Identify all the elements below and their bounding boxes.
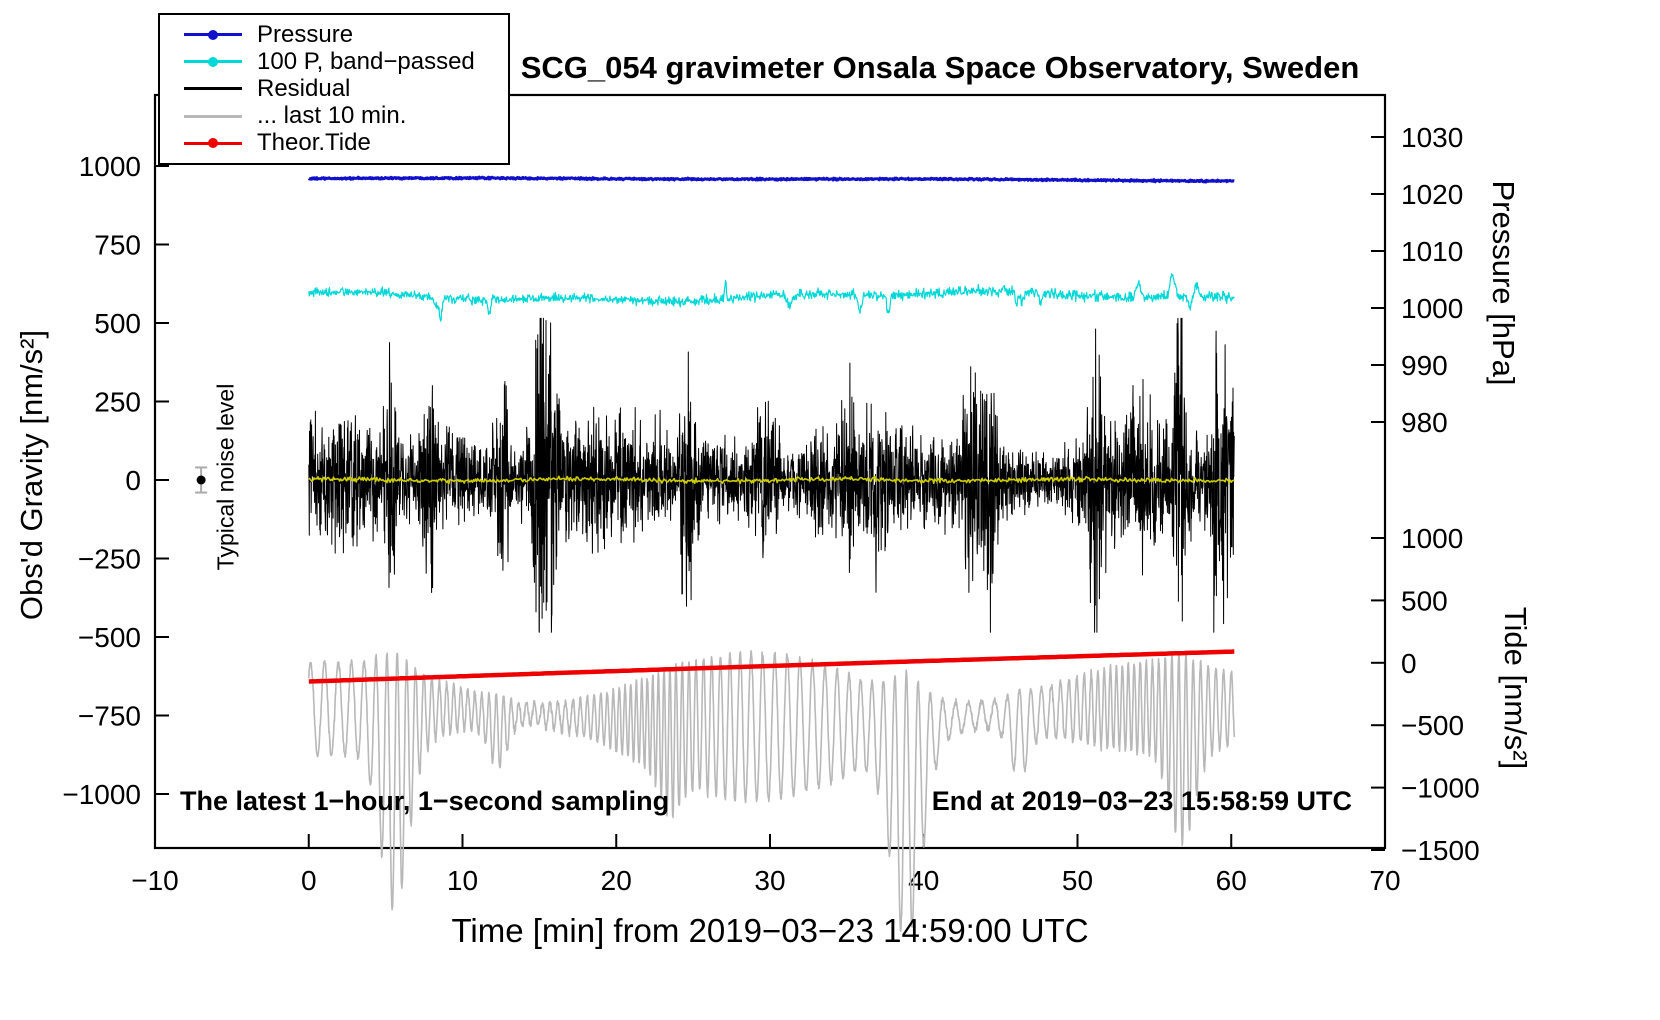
tide-tick-label: −1500	[1401, 835, 1480, 866]
x-tick-label: 10	[447, 865, 478, 896]
chart-title: SCG_054 gravimeter Onsala Space Observat…	[520, 50, 1360, 85]
legend-item: 100 P, band−passed	[184, 47, 508, 75]
pressure-tick-label: 980	[1401, 407, 1448, 438]
series-pressure-band-passed	[308, 273, 1235, 322]
x-tick-label: 0	[301, 865, 317, 896]
pressure-tick-label: 1020	[1401, 179, 1463, 210]
series-residual	[308, 317, 1235, 633]
legend-line-sample-icon	[184, 114, 242, 118]
x-tick-label: 50	[1062, 865, 1093, 896]
tide-tick-label: 500	[1401, 585, 1448, 616]
legend-label: 100 P, band−passed	[257, 47, 475, 75]
series-pressure	[307, 175, 1236, 184]
legend: Pressure 100 P, band−passed Residual... la…	[158, 13, 510, 165]
gravity-tick-label: 1000	[79, 151, 141, 182]
legend-label: Theor.Tide	[257, 129, 371, 157]
gravity-tick-label: 750	[94, 230, 141, 261]
gravity-tick-label: 250	[94, 387, 141, 418]
legend-item: Pressure	[184, 20, 508, 48]
y-axis-label-gravity: Obs'd Gravity [nm/s²]	[14, 329, 49, 621]
legend-item: Theor.Tide	[184, 129, 508, 157]
x-tick-label: 20	[601, 865, 632, 896]
tide-tick-label: 1000	[1401, 523, 1463, 554]
tide-tick-label: 0	[1401, 648, 1417, 679]
legend-label: Residual	[257, 74, 351, 102]
x-tick-label: −10	[131, 865, 179, 896]
legend-line-sample-icon	[184, 87, 242, 91]
legend-label: ... last 10 min.	[257, 102, 407, 130]
noise-level-label: Typical noise level	[212, 383, 239, 571]
legend-item: Residual	[184, 74, 508, 102]
tide-tick-label: −500	[1401, 710, 1464, 741]
pressure-tick-label: 990	[1401, 350, 1448, 381]
pressure-tick-label: 1010	[1401, 236, 1463, 267]
gravity-tick-label: −1000	[62, 779, 141, 810]
series-residual-last-10-min	[308, 650, 1236, 932]
legend-item: ... last 10 min.	[184, 102, 508, 130]
legend-label: Pressure	[257, 20, 354, 48]
y-axis-label-pressure: Pressure [hPa]	[1486, 180, 1521, 386]
x-tick-label: 70	[1369, 865, 1400, 896]
legend-line-sample-icon	[184, 138, 242, 149]
tide-tick-label: −1000	[1401, 773, 1480, 804]
legend-line-sample-icon	[184, 29, 242, 40]
y-axis-label-tide: Tide [nm/s²]	[1498, 606, 1533, 770]
gravity-tick-label: 0	[125, 465, 141, 496]
legend-line-sample-icon	[184, 56, 242, 67]
series-residual-smoothed	[308, 475, 1235, 485]
gravity-tick-label: 500	[94, 308, 141, 339]
x-axis-label: Time [min] from 2019−03−23 14:59:00 UTC	[451, 912, 1089, 949]
x-tick-label: 60	[1216, 865, 1247, 896]
gravity-tick-label: −250	[78, 544, 141, 575]
noise-marker-dot	[196, 475, 206, 485]
x-tick-label: 30	[754, 865, 785, 896]
series-theoretical-tide	[308, 649, 1235, 684]
pressure-tick-label: 1030	[1401, 122, 1463, 153]
gravity-tick-label: −500	[78, 622, 141, 653]
end-time-note: End at 2019−03−23 15:58:59 UTC	[931, 786, 1352, 816]
sampling-note: The latest 1−hour, 1−second sampling	[180, 786, 670, 816]
gravity-tick-label: −750	[78, 701, 141, 732]
pressure-tick-label: 1000	[1401, 293, 1463, 324]
